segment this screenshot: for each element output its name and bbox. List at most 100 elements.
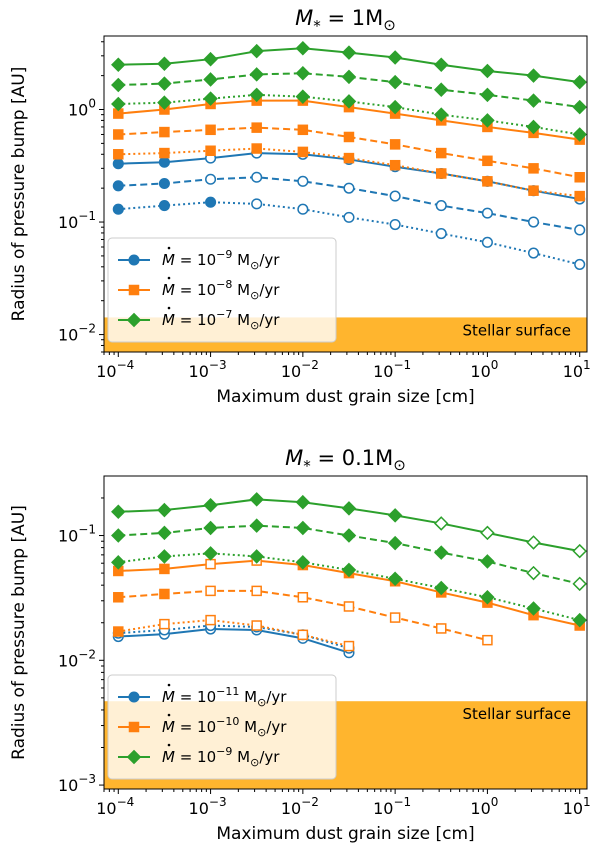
legend-suffix: /yr: [259, 311, 280, 329]
data-point: [251, 143, 262, 154]
legend-marker: [126, 312, 142, 328]
data-point: [343, 601, 355, 612]
data-point: [157, 95, 172, 110]
series-orange-dotted: [113, 143, 585, 202]
data-point: [387, 99, 403, 115]
data-point: [433, 82, 449, 97]
data-point: [527, 247, 540, 259]
legend-mdot: M: [162, 748, 175, 766]
legend-prefix: = 10: [175, 281, 216, 299]
series-blue-dashed: [112, 171, 586, 236]
tick-exponent: −3: [209, 795, 227, 809]
data-point: [205, 585, 216, 597]
legend-suffix: /yr: [266, 688, 287, 706]
x-tick-label: 101: [563, 358, 591, 381]
legend-box: [107, 237, 337, 343]
data-point: [480, 525, 495, 541]
x-tick-label: 10−4: [96, 358, 134, 381]
data-point: [112, 180, 124, 192]
x-tick-label: 10−3: [189, 795, 227, 818]
tick-base: 10: [281, 799, 301, 818]
tick-exponent: −1: [78, 209, 96, 223]
data-point: [572, 127, 587, 142]
y-axis-label: Radius of pressure bump [AU]: [9, 67, 29, 322]
data-point: [158, 156, 170, 168]
legend-label: M = 10−9 M⊙/yr: [162, 745, 280, 769]
data-point: [251, 585, 262, 597]
data-point: [389, 159, 401, 171]
data-point: [297, 146, 309, 158]
y-tick-label: 10−1: [58, 209, 96, 232]
x-tick-label: 10−3: [189, 358, 227, 381]
series-green-dotted: [111, 546, 587, 628]
data-point: [572, 99, 587, 115]
legend-label: M = 10−7 M⊙/yr: [162, 308, 280, 332]
data-point: [297, 629, 309, 641]
legend-unit: M: [232, 251, 250, 269]
tick-base: 10: [58, 527, 78, 546]
title-sun-symbol: ⊙: [383, 16, 396, 34]
data-point: [433, 516, 449, 531]
data-point: [249, 492, 264, 507]
legend-unit: M: [239, 688, 257, 706]
legend-dot-accent: [167, 683, 171, 687]
data-point: [113, 592, 124, 603]
legend-dot-accent: [167, 306, 171, 310]
y-tick-label: 10−2: [58, 322, 96, 345]
y-axis-label: Radius of pressure bump [AU]: [9, 505, 29, 760]
x-tick-label: 10−2: [281, 795, 319, 818]
data-point: [482, 176, 493, 187]
tick-base: 10: [58, 776, 78, 795]
title-equation: = 1M: [321, 6, 383, 30]
data-point: [113, 129, 124, 140]
legend-marker: [126, 749, 142, 765]
x-tick-label: 100: [470, 358, 498, 381]
tick-base: 10: [96, 799, 116, 818]
data-point: [526, 535, 541, 550]
legend-sun-symbol: ⊙: [250, 289, 259, 302]
data-point: [159, 563, 170, 575]
plot-area: [111, 492, 587, 659]
data-point: [251, 122, 262, 133]
data-point: [574, 190, 585, 202]
data-point: [251, 620, 262, 631]
data-point: [295, 65, 311, 81]
data-point: [343, 182, 355, 194]
series-orange-dotted: [113, 614, 355, 652]
data-point: [433, 580, 449, 596]
data-point: [157, 502, 172, 518]
data-point: [389, 139, 401, 150]
data-point: [572, 576, 587, 592]
data-point: [389, 612, 401, 623]
data-point: [341, 45, 357, 60]
series-line: [118, 624, 350, 650]
x-tick-label: 100: [470, 795, 498, 818]
tick-exponent: 1: [583, 795, 591, 809]
legend-marker: [128, 691, 140, 703]
x-tick-label: 10−1: [373, 358, 411, 381]
data-point: [159, 588, 170, 600]
legend-item-blue: M = 10−9 M⊙/yr: [118, 246, 280, 272]
tick-base: 10: [281, 362, 301, 381]
data-point: [341, 501, 357, 516]
legend-label: M = 10−9 M⊙/yr: [162, 248, 280, 272]
data-point: [111, 96, 126, 112]
legend-mdot: M: [162, 311, 175, 329]
series-green-dashed: [111, 65, 587, 115]
legend-exponent: −8: [216, 278, 232, 291]
tick-base: 10: [470, 362, 490, 381]
data-point: [433, 545, 449, 560]
tick-exponent: −4: [117, 795, 135, 809]
legend-dot-accent: [167, 276, 171, 280]
data-point: [157, 56, 172, 72]
data-point: [205, 173, 217, 185]
title-variable: M: [285, 446, 303, 470]
legend-dot-accent: [167, 246, 171, 250]
tick-exponent: 0: [491, 358, 499, 372]
data-point: [158, 177, 170, 190]
plot-area: [111, 41, 587, 270]
legend-exponent: −7: [216, 308, 232, 321]
data-point: [112, 203, 124, 215]
data-point: [343, 640, 355, 652]
